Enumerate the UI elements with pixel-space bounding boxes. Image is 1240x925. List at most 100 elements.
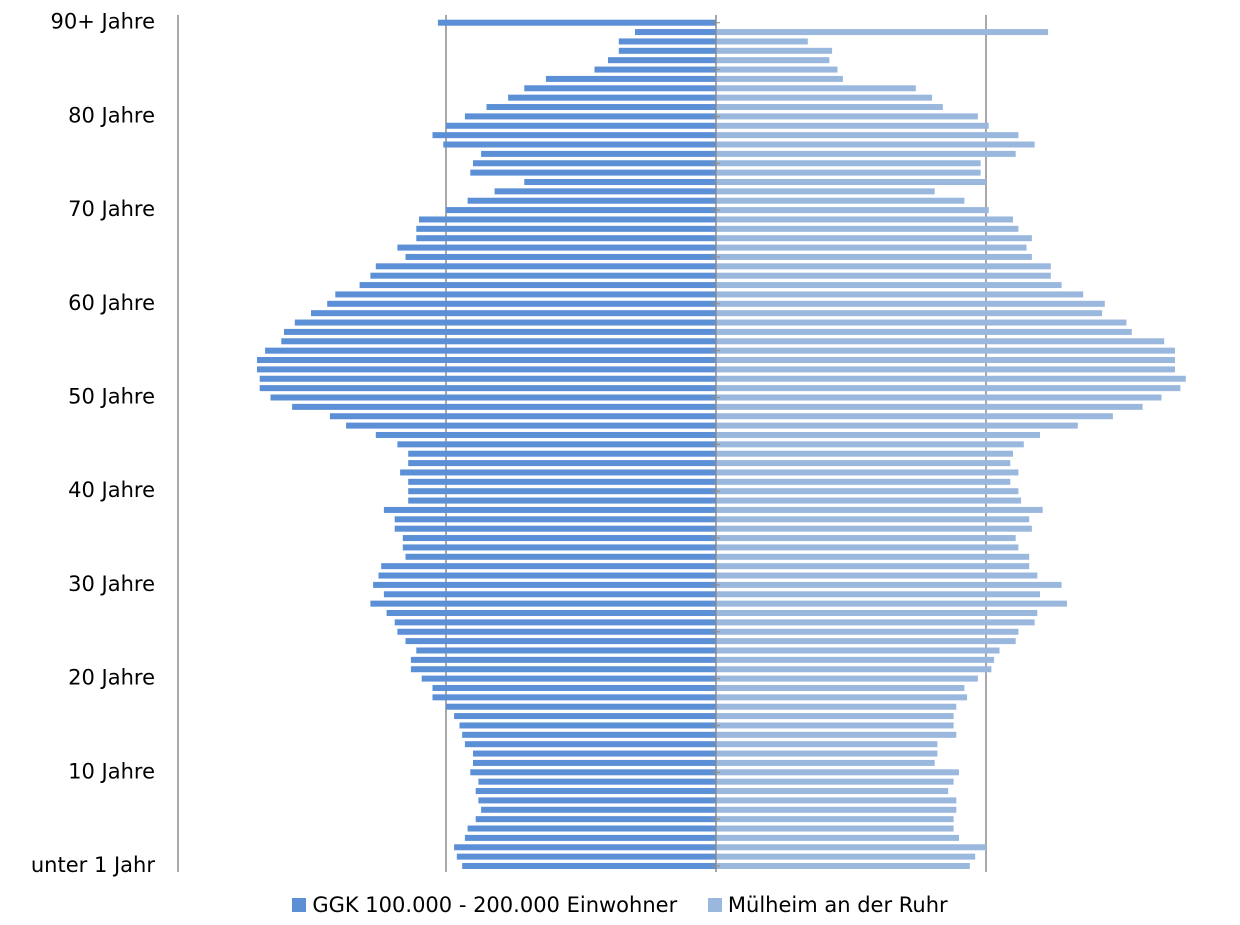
bar-muelheim-58 (716, 319, 1127, 326)
bar-muelheim-82 (716, 94, 932, 101)
bar-muelheim-36 (716, 525, 1032, 532)
bar-muelheim-86 (716, 57, 830, 64)
bar-ggk-71 (467, 197, 716, 204)
bar-muelheim-38 (716, 506, 1043, 513)
bar-ggk-62 (359, 282, 716, 289)
bar-muelheim-22 (716, 656, 995, 663)
bar-ggk-86 (608, 57, 716, 64)
bar-muelheim-25 (716, 628, 1019, 635)
bar-muelheim-47 (716, 422, 1078, 429)
bar-ggk-27 (386, 610, 716, 617)
bar-ggk-82 (508, 94, 716, 101)
bar-muelheim-0 (716, 863, 970, 869)
y-tick-label: 30 Jahre (68, 572, 155, 596)
bar-muelheim-8 (716, 788, 949, 795)
y-tick-label: 40 Jahre (68, 478, 155, 502)
bar-muelheim-31 (716, 572, 1038, 579)
legend-label-ggk: GGK 100.000 - 200.000 Einwohner (312, 893, 678, 917)
bar-ggk-28 (370, 600, 716, 607)
bar-muelheim-75 (716, 160, 981, 167)
bar-muelheim-71 (716, 197, 965, 204)
bar-muelheim-52 (716, 375, 1186, 382)
bar-muelheim-78 (716, 132, 1019, 139)
legend-item-muelheim: Mülheim an der Ruhr (707, 893, 948, 917)
bar-muelheim-73 (716, 178, 986, 185)
bar-ggk-30 (373, 581, 716, 588)
bar-ggk-9 (478, 778, 716, 785)
bar-ggk-21 (410, 666, 716, 673)
bar-ggk-6 (481, 806, 716, 813)
bar-muelheim-70 (716, 207, 989, 214)
bar-ggk-10 (470, 769, 716, 776)
bar-muelheim-74 (716, 169, 981, 176)
bar-ggk-25 (397, 628, 716, 635)
bar-muelheim-54 (716, 357, 1175, 364)
bar-muelheim-51 (716, 385, 1181, 392)
bar-muelheim-60 (716, 300, 1105, 307)
bar-muelheim-63 (716, 272, 1051, 279)
bar-muelheim-1 (716, 853, 976, 860)
bar-muelheim-14 (716, 731, 957, 738)
bar-muelheim-66 (716, 244, 1027, 251)
y-tick-label: 70 Jahre (68, 197, 155, 221)
bar-muelheim-65 (716, 253, 1032, 260)
bar-ggk-63 (370, 272, 716, 279)
bar-muelheim-40 (716, 488, 1019, 495)
bar-ggk-36 (394, 525, 716, 532)
bar-muelheim-30 (716, 581, 1062, 588)
bar-muelheim-12 (716, 750, 938, 757)
bar-ggk-58 (294, 319, 716, 326)
bar-ggk-44 (408, 450, 716, 457)
bar-muelheim-32 (716, 563, 1030, 570)
bar-muelheim-48 (716, 413, 1113, 420)
bar-ggk-79 (446, 122, 716, 129)
bar-muelheim-80 (716, 113, 978, 120)
bar-ggk-32 (381, 563, 716, 570)
bar-muelheim-10 (716, 769, 959, 776)
bar-muelheim-24 (716, 638, 1016, 645)
y-tick-labels: unter 1 Jahr 10 Jahre 20 Jahre 30 Jahre 40 J… (31, 10, 155, 877)
bar-muelheim-2 (716, 844, 986, 851)
bar-ggk-38 (383, 506, 716, 513)
bar-muelheim-84 (716, 75, 843, 82)
bar-ggk-12 (473, 750, 716, 757)
bar-ggk-46 (375, 431, 716, 438)
bar-ggk-67 (416, 235, 716, 242)
series-muelheim-bars (716, 29, 1186, 869)
bar-muelheim-5 (716, 816, 954, 823)
bar-ggk-18 (432, 694, 716, 701)
y-tick-label: 60 Jahre (68, 291, 155, 315)
bar-muelheim-6 (716, 806, 957, 813)
series-ggk-bars (257, 19, 716, 869)
bar-muelheim-20 (716, 675, 978, 682)
bar-muelheim-9 (716, 778, 954, 785)
bar-ggk-70 (446, 207, 716, 214)
bar-muelheim-41 (716, 478, 1011, 485)
bar-muelheim-81 (716, 104, 943, 111)
population-pyramid-chart: unter 1 Jahr 10 Jahre 20 Jahre 30 Jahre 40 J… (31, 10, 1186, 877)
bar-muelheim-55 (716, 347, 1175, 354)
bar-muelheim-88 (716, 38, 808, 45)
bar-muelheim-76 (716, 150, 1016, 157)
bar-ggk-8 (475, 788, 716, 795)
bar-ggk-48 (329, 413, 716, 420)
bar-muelheim-42 (716, 469, 1019, 476)
bar-ggk-80 (464, 113, 716, 120)
bar-ggk-78 (432, 132, 716, 139)
bar-muelheim-62 (716, 282, 1062, 289)
bar-muelheim-57 (716, 328, 1132, 335)
bar-muelheim-3 (716, 834, 959, 841)
bar-muelheim-13 (716, 741, 938, 748)
bar-ggk-24 (405, 638, 716, 645)
bar-ggk-51 (259, 385, 716, 392)
y-tick-label: unter 1 Jahr (31, 853, 155, 877)
y-tick-label: 50 Jahre (68, 385, 155, 409)
bar-ggk-55 (265, 347, 716, 354)
bar-muelheim-43 (716, 460, 1011, 467)
bar-muelheim-67 (716, 235, 1032, 242)
bar-muelheim-45 (716, 441, 1024, 448)
bar-ggk-54 (257, 357, 716, 364)
bar-ggk-45 (397, 441, 716, 448)
bar-muelheim-69 (716, 216, 1013, 223)
bar-muelheim-26 (716, 619, 1035, 626)
